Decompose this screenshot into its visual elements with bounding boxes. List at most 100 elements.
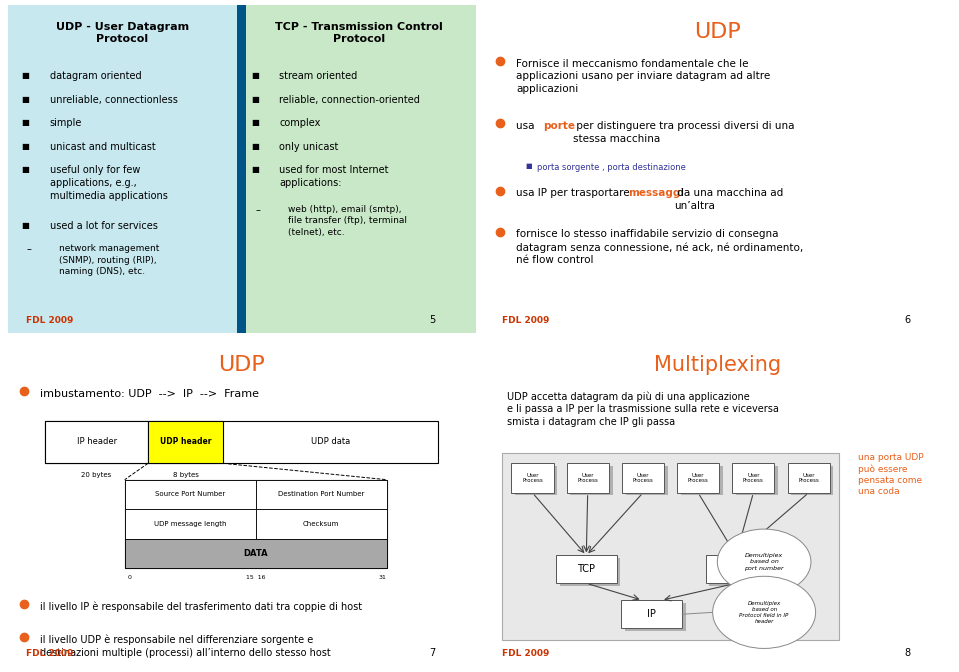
Text: IP header: IP header	[77, 437, 117, 446]
Text: per distinguere tra processi diversi di una
stessa macchina: per distinguere tra processi diversi di …	[573, 121, 795, 144]
Bar	[45, 421, 148, 463]
Text: simple: simple	[50, 118, 82, 128]
Text: fornisce lo stesso inaffidabile servizio di consegna
datagram senza connessione,: fornisce lo stesso inaffidabile servizio…	[516, 229, 804, 265]
Text: ■: ■	[251, 142, 259, 151]
Text: DATA: DATA	[244, 549, 268, 558]
Text: FDL 2009: FDL 2009	[503, 316, 550, 325]
Text: FDL 2009: FDL 2009	[27, 649, 74, 659]
Text: FDL 2009: FDL 2009	[503, 649, 550, 659]
Text: ■: ■	[22, 71, 30, 80]
Text: 20 bytes: 20 bytes	[82, 472, 111, 478]
Text: ■: ■	[22, 165, 30, 175]
Circle shape	[717, 529, 811, 595]
Bar	[571, 466, 613, 495]
Bar	[625, 603, 686, 631]
Text: used for most Internet
applications:: used for most Internet applications:	[279, 165, 388, 188]
Text: UDP data: UDP data	[311, 437, 350, 446]
Bar	[733, 463, 775, 493]
Text: User
Process: User Process	[633, 472, 653, 483]
Bar	[256, 480, 386, 509]
Text: 31: 31	[378, 575, 386, 581]
Text: da una macchina ad
un’altra: da una macchina ad un’altra	[674, 188, 784, 211]
Text: Source Port Number: Source Port Number	[155, 491, 225, 497]
Bar	[710, 558, 770, 586]
Text: 7: 7	[429, 648, 435, 659]
Text: User
Process: User Process	[688, 472, 709, 483]
Text: UDP header: UDP header	[160, 437, 211, 446]
Text: UDP - User Datagram
Protocol: UDP - User Datagram Protocol	[56, 22, 189, 44]
Text: porta sorgente , porta destinazione: porta sorgente , porta destinazione	[537, 163, 686, 172]
Text: 5: 5	[429, 315, 435, 325]
Text: TCP: TCP	[577, 564, 596, 575]
Text: UDP accetta datagram da più di una applicazione
e li passa a IP per la trasmissi: UDP accetta datagram da più di una appli…	[506, 391, 779, 427]
Text: messaggi: messaggi	[628, 188, 685, 198]
Bar	[515, 466, 557, 495]
Text: Demultiplex
based on
port number: Demultiplex based on port number	[744, 553, 784, 571]
Bar	[677, 463, 719, 493]
Text: Demultiplex
based on
Protocol field in IP
header: Demultiplex based on Protocol field in I…	[739, 601, 789, 624]
Text: ■: ■	[22, 220, 30, 230]
Text: ■: ■	[251, 71, 259, 80]
Text: 8 bytes: 8 bytes	[173, 472, 199, 478]
Text: imbustamento: UDP  -->  IP  -->  Frame: imbustamento: UDP --> IP --> Frame	[40, 388, 260, 398]
Bar	[125, 480, 256, 509]
Bar	[791, 466, 833, 495]
Text: 0: 0	[128, 575, 131, 581]
Bar	[148, 421, 222, 463]
Text: UDP: UDP	[726, 564, 746, 575]
Text: network management
(SNMP), routing (RIP),
naming (DNS), etc.: network management (SNMP), routing (RIP)…	[59, 244, 159, 276]
Text: unicast and multicast: unicast and multicast	[50, 142, 155, 152]
Bar	[45, 421, 438, 463]
Text: Fornisce il meccanismo fondamentale che le
applicazioni usano per inviare datagr: Fornisce il meccanismo fondamentale che …	[516, 58, 770, 94]
Bar	[237, 5, 246, 333]
Text: complex: complex	[279, 118, 320, 128]
Bar	[503, 454, 839, 640]
Text: reliable, connection-oriented: reliable, connection-oriented	[279, 95, 420, 105]
Text: ■: ■	[22, 95, 30, 103]
Text: porte: porte	[543, 121, 574, 131]
Bar	[256, 509, 386, 539]
Text: Checksum: Checksum	[303, 521, 339, 527]
Bar	[560, 558, 620, 586]
Bar	[621, 463, 664, 493]
Text: TCP - Transmission Control
Protocol: TCP - Transmission Control Protocol	[275, 22, 442, 44]
Text: usa: usa	[516, 121, 538, 131]
Bar	[567, 463, 609, 493]
Bar	[511, 463, 553, 493]
Bar	[8, 5, 239, 333]
Text: usa IP per trasportare: usa IP per trasportare	[516, 188, 633, 198]
Text: il livello IP è responsabile del trasferimento dati tra coppie di host: il livello IP è responsabile del trasfer…	[40, 601, 363, 612]
Bar	[681, 466, 723, 495]
Text: ■: ■	[22, 118, 30, 127]
Text: Destination Port Number: Destination Port Number	[278, 491, 364, 497]
Text: datagram oriented: datagram oriented	[50, 71, 141, 81]
Text: ■: ■	[251, 118, 259, 127]
Circle shape	[713, 577, 815, 648]
Text: 6: 6	[904, 315, 911, 325]
Bar	[625, 466, 667, 495]
Text: User
Process: User Process	[743, 472, 763, 483]
Text: used a lot for services: used a lot for services	[50, 220, 157, 230]
Bar	[556, 556, 617, 583]
Text: User
Process: User Process	[577, 472, 598, 483]
Text: IP: IP	[647, 610, 656, 619]
Bar	[621, 600, 682, 628]
Text: Multiplexing: Multiplexing	[654, 355, 781, 375]
Text: ■: ■	[251, 95, 259, 103]
Text: unreliable, connectionless: unreliable, connectionless	[50, 95, 177, 105]
Text: ■: ■	[251, 165, 259, 175]
Text: 8: 8	[904, 648, 911, 659]
Text: ■: ■	[526, 163, 532, 169]
Text: stream oriented: stream oriented	[279, 71, 358, 81]
Text: il livello UDP è responsabile nel differenziare sorgente e
destinazioni multiple: il livello UDP è responsabile nel differ…	[40, 634, 331, 658]
Text: only unicast: only unicast	[279, 142, 339, 152]
Bar	[125, 480, 386, 569]
Bar	[787, 463, 830, 493]
Text: una porta UDP
può essere
pensata come
una coda: una porta UDP può essere pensata come un…	[857, 454, 924, 497]
Text: useful only for few
applications, e.g.,
multimedia applications: useful only for few applications, e.g., …	[50, 165, 168, 201]
Text: UDP: UDP	[219, 355, 265, 375]
Bar	[125, 539, 386, 569]
Text: User
Process: User Process	[798, 472, 819, 483]
Text: web (http), email (smtp),
file transfer (ftp), terminal
(telnet), etc.: web (http), email (smtp), file transfer …	[289, 205, 408, 237]
Bar	[706, 556, 766, 583]
